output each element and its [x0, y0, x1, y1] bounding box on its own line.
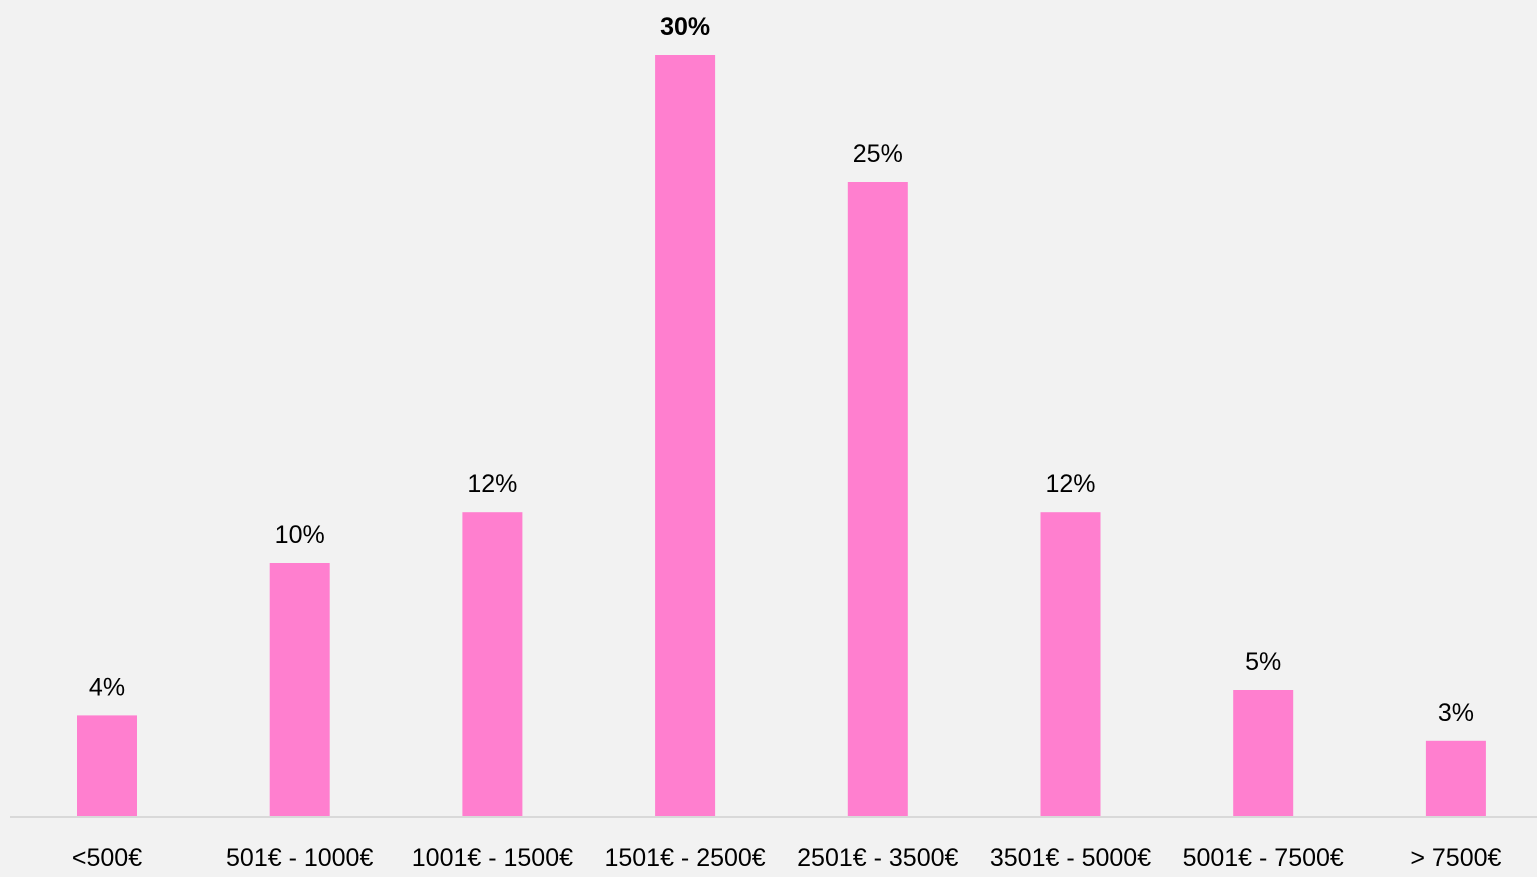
bar-5: [1040, 512, 1101, 817]
x-tick-label-7: > 7500€: [1410, 844, 1501, 872]
x-tick-label-0: <500€: [72, 844, 142, 872]
bar-1: [269, 563, 330, 817]
bar-0: [77, 715, 137, 817]
data-label-0: 4%: [89, 673, 125, 701]
x-tick-label-6: 5001€ - 7500€: [1183, 844, 1344, 872]
data-labels-group: 4% 10% 12% 30% 25% 12% 5% 3%: [89, 13, 1474, 727]
data-label-4: 25%: [853, 140, 903, 168]
x-tick-label-3: 1501€ - 2500€: [604, 844, 765, 872]
data-label-5: 12%: [1045, 470, 1095, 498]
data-label-1: 10%: [275, 521, 325, 549]
bar-6: [1233, 690, 1294, 817]
data-label-3: 30%: [660, 13, 710, 41]
data-label-7: 3%: [1438, 699, 1474, 727]
bar-7: [1425, 740, 1486, 817]
x-tick-labels-group: <500€ 501€ - 1000€ 1001€ - 1500€ 1501€ - 25…: [72, 844, 1502, 872]
x-tick-label-1: 501€ - 1000€: [226, 844, 373, 872]
bars-group: [77, 55, 1486, 817]
bar-3: [655, 55, 716, 817]
data-label-2: 12%: [467, 470, 517, 498]
x-tick-label-2: 1001€ - 1500€: [412, 844, 573, 872]
bar-4: [847, 182, 908, 817]
bar-2: [462, 512, 523, 817]
data-label-6: 5%: [1245, 648, 1281, 676]
x-tick-label-5: 3501€ - 5000€: [990, 844, 1151, 872]
x-tick-label-4: 2501€ - 3500€: [797, 844, 958, 872]
